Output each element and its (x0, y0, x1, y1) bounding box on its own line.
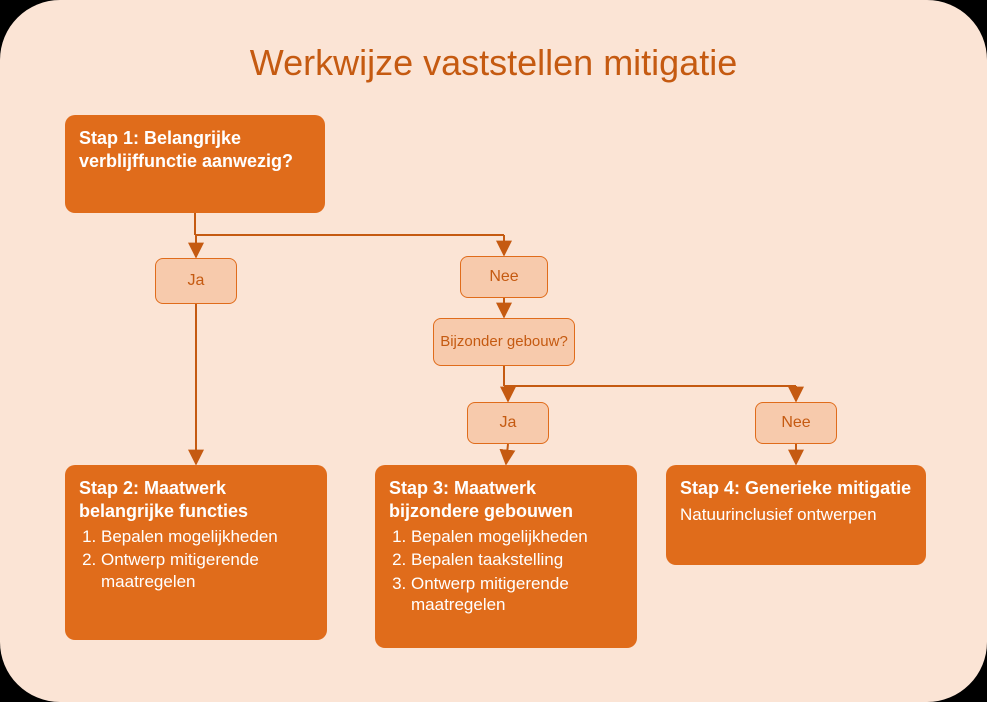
step-box-step2: Stap 2: Maatwerk belangrijke functiesBep… (65, 465, 327, 640)
decision-box-nee1: Nee (460, 256, 548, 298)
canvas: Werkwijze vaststellen mitigatie Stap 1: … (0, 0, 987, 702)
decision-label: Nee (781, 414, 810, 432)
decision-label: Nee (489, 268, 518, 286)
decision-label: Ja (500, 414, 517, 432)
step-item-list: Bepalen mogelijkhedenOntwerp mitigerende… (79, 526, 313, 592)
step-heading: Stap 4: Generieke mitigatie (680, 477, 912, 500)
step-heading: Stap 3: Maatwerk bijzondere gebouwen (389, 477, 623, 522)
step-item: Bepalen taakstelling (411, 549, 623, 570)
decision-box-ja2: Ja (467, 402, 549, 444)
step-item: Ontwerp mitigerende maatregelen (101, 549, 313, 592)
step-box-step1: Stap 1: Belangrijke verblijffunctie aanw… (65, 115, 325, 213)
decision-box-nee2: Nee (755, 402, 837, 444)
decision-label: Bijzonder gebouw? (440, 333, 568, 350)
decision-label: Ja (188, 272, 205, 290)
step-item-list: Bepalen mogelijkhedenBepalen taakstellin… (389, 526, 623, 615)
step-subtext: Natuurinclusief ontwerpen (680, 504, 912, 525)
decision-box-ja1: Ja (155, 258, 237, 304)
step-heading: Stap 2: Maatwerk belangrijke functies (79, 477, 313, 522)
decision-box-bijz: Bijzonder gebouw? (433, 318, 575, 366)
step-box-step4: Stap 4: Generieke mitigatie Natuurinclusi… (666, 465, 926, 565)
step-item: Ontwerp mitigerende maatregelen (411, 573, 623, 616)
step-item: Bepalen mogelijkheden (101, 526, 313, 547)
step-item: Bepalen mogelijkheden (411, 526, 623, 547)
page-title: Werkwijze vaststellen mitigatie (0, 42, 987, 84)
step-box-step3: Stap 3: Maatwerk bijzondere gebouwenBepa… (375, 465, 637, 648)
step-heading: Stap 1: Belangrijke verblijffunctie aanw… (79, 127, 311, 172)
